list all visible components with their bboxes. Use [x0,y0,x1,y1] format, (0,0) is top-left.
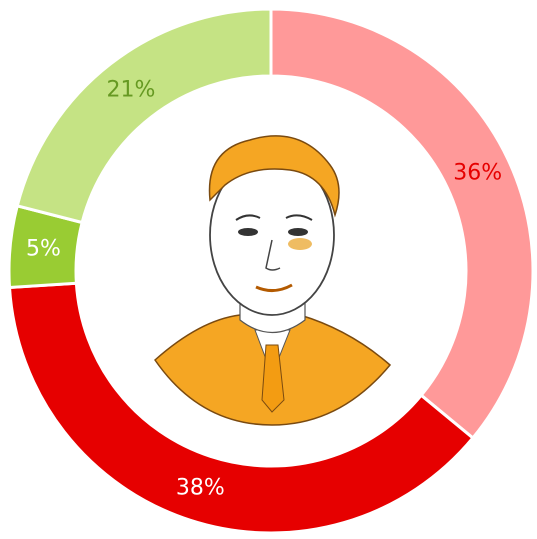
value-label: 5% [26,236,61,261]
value-label: 21% [106,77,155,102]
donut-slice [7,281,475,535]
value-label: 38% [176,475,225,500]
value-label: 36% [453,161,502,186]
donut-slice [269,7,535,441]
donut-slice [15,7,273,225]
portrait [154,135,392,426]
